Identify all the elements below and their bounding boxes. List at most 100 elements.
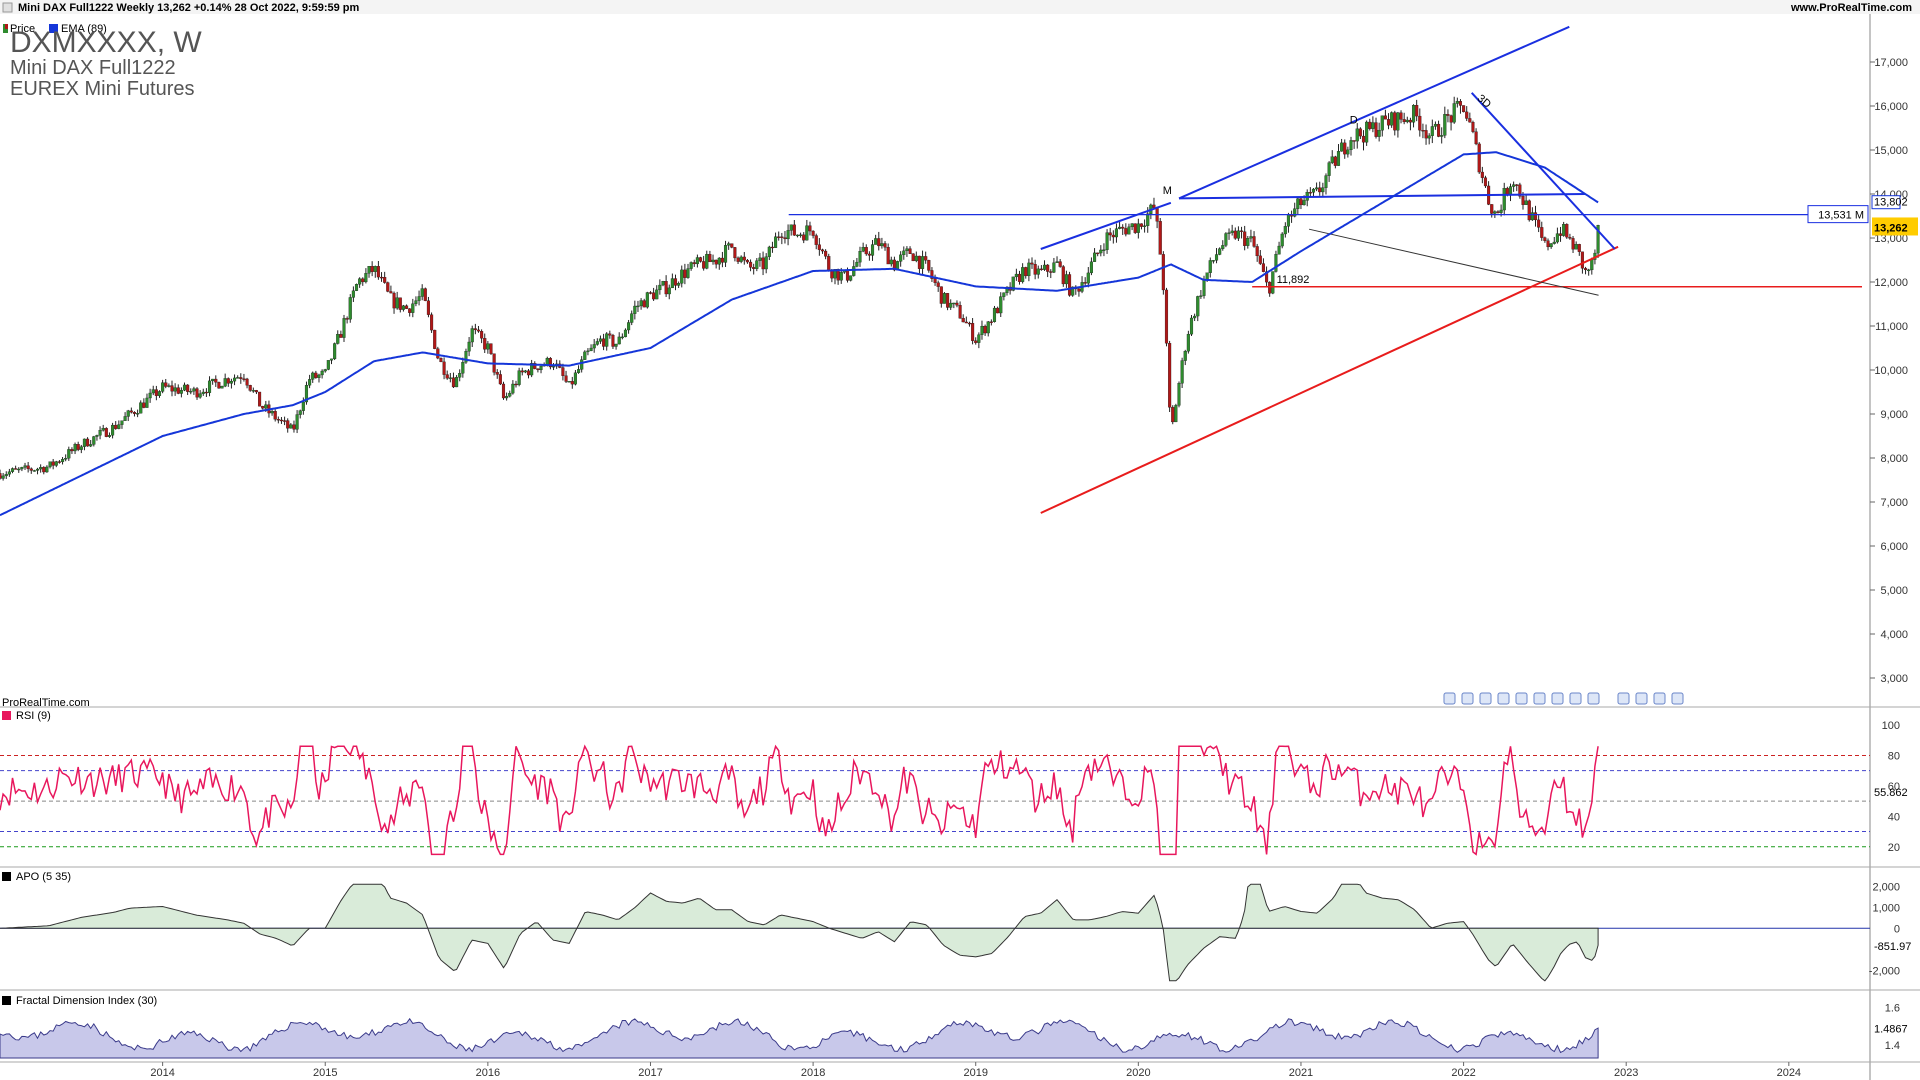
- ema-value-label: 13,802: [1874, 197, 1908, 209]
- candle-down: [1083, 282, 1087, 284]
- candle-up: [1411, 105, 1416, 123]
- candle-down: [1046, 264, 1050, 272]
- candle-down: [958, 305, 962, 319]
- candle-down: [1061, 266, 1065, 285]
- candle-up: [401, 305, 405, 310]
- candle-up: [977, 334, 981, 343]
- candle-down: [426, 300, 430, 315]
- candle-up: [1042, 264, 1047, 270]
- candle-down: [383, 277, 387, 283]
- candle-down: [1533, 212, 1538, 221]
- candle-up: [79, 446, 83, 450]
- website-label[interactable]: www.ProRealTime.com: [1790, 2, 1912, 14]
- candle-down: [1243, 231, 1247, 246]
- instrument-exchange: EUREX Mini Futures: [10, 78, 195, 100]
- candle-up: [1427, 135, 1431, 139]
- x-tick-label: 2017: [638, 1067, 662, 1079]
- candle-up: [1508, 186, 1513, 195]
- drawing-tool-icons[interactable]: [1443, 692, 1684, 705]
- tool-icon: [1671, 692, 1684, 705]
- candle-down: [514, 383, 518, 386]
- menu-icon[interactable]: [2, 2, 13, 13]
- candle-up: [23, 465, 27, 468]
- candle-down: [132, 412, 137, 414]
- candle-up: [1283, 226, 1287, 235]
- candle-up: [1280, 233, 1284, 247]
- candle-down: [608, 333, 612, 336]
- candle-up: [764, 256, 768, 270]
- candle-up: [1089, 261, 1093, 274]
- candle-down: [1437, 123, 1441, 137]
- candle-down: [361, 278, 365, 283]
- candle-up: [680, 269, 684, 284]
- candle-down: [964, 321, 968, 324]
- upper-channel-segment-1: [1040, 201, 1172, 250]
- candle-up: [592, 344, 596, 349]
- candle-down: [1468, 118, 1472, 123]
- candle-up: [232, 377, 237, 382]
- price-tick-label: 4,000: [1880, 629, 1908, 641]
- candle-up: [161, 382, 165, 392]
- candle-down: [611, 335, 615, 347]
- candle-up: [414, 300, 418, 304]
- candle-down: [14, 468, 18, 470]
- candle-up: [1186, 333, 1190, 352]
- candle-down: [664, 281, 668, 295]
- fdi-title: Fractal Dimension Index (30): [16, 995, 157, 1007]
- price-tick-label: 17,000: [1874, 57, 1908, 69]
- candle-down: [283, 420, 287, 422]
- candle-up: [1286, 214, 1291, 227]
- candle-down: [561, 367, 565, 376]
- candle-down: [780, 236, 784, 238]
- apo-value-label: -851.97: [1874, 941, 1911, 953]
- candle-down: [1583, 268, 1588, 271]
- trendlines: [788, 25, 1862, 514]
- candle-down: [1458, 101, 1463, 106]
- candle-down: [114, 424, 118, 429]
- candle-up: [1452, 103, 1456, 123]
- candle-up: [98, 430, 102, 436]
- candle-down: [961, 318, 965, 323]
- candle-up: [789, 224, 793, 231]
- candle-down: [602, 338, 606, 347]
- rsi-tick-label: 40: [1888, 811, 1900, 823]
- candle-up: [805, 225, 809, 241]
- candle-down: [745, 260, 749, 263]
- candle-up: [198, 393, 202, 398]
- candle-up: [1336, 151, 1341, 166]
- candle-up: [1315, 187, 1319, 190]
- x-tick-label: 2019: [963, 1067, 987, 1079]
- candle-up: [1330, 156, 1334, 163]
- candle-down: [489, 343, 493, 354]
- candle-down: [1030, 262, 1034, 265]
- candle-up: [323, 369, 327, 372]
- candle-down: [1268, 281, 1272, 294]
- candle-down: [1139, 223, 1144, 227]
- candle-down: [1546, 240, 1550, 248]
- candle-up: [1390, 112, 1394, 126]
- candle-up: [333, 343, 337, 360]
- candle-up: [301, 401, 305, 411]
- candle-down: [1096, 252, 1100, 255]
- candle-up: [1105, 232, 1109, 250]
- candle-down: [214, 378, 218, 383]
- x-tick-label: 2018: [801, 1067, 825, 1079]
- candle-up: [1430, 126, 1434, 136]
- candle-down: [495, 372, 499, 375]
- candle-up: [1202, 278, 1206, 296]
- fdi-legend-icon: [2, 996, 11, 1005]
- candle-down: [1568, 237, 1572, 239]
- candle-down: [1402, 119, 1406, 123]
- candle-down: [1239, 230, 1244, 232]
- candle-up: [311, 372, 315, 380]
- candle-up: [192, 388, 196, 392]
- candle-up: [723, 245, 728, 263]
- candle-down: [1308, 192, 1312, 194]
- candle-up: [236, 377, 240, 379]
- falling-resistance-trendline: [1470, 92, 1616, 250]
- candle-up: [95, 435, 99, 437]
- tool-icon: [1497, 692, 1510, 705]
- price-tick-label: 10,000: [1874, 365, 1908, 377]
- candle-up: [270, 411, 274, 414]
- candle-up: [1590, 259, 1594, 271]
